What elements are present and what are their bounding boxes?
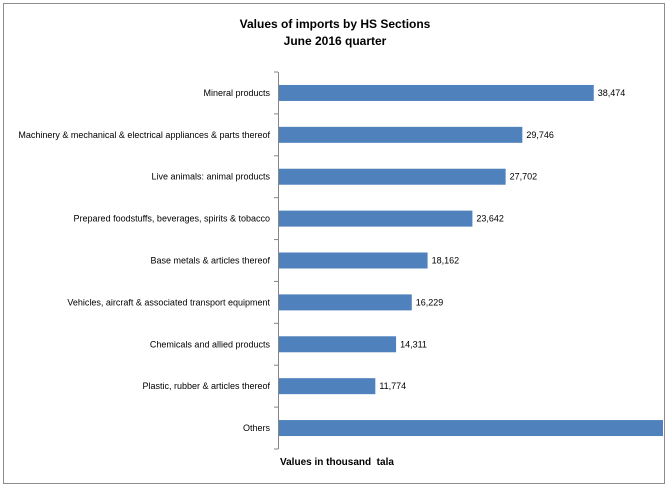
data-label: 38,474 (598, 88, 626, 98)
chart-title-block: Values of imports by HS Sections June 20… (4, 16, 666, 50)
data-label: 14,311 (400, 339, 427, 349)
chart-title: Values of imports by HS Sections (239, 17, 431, 31)
bar (279, 126, 523, 143)
data-label: 18,162 (432, 256, 460, 266)
data-label: 29,746 (526, 130, 554, 140)
chart-frame: Values of imports by HS Sections June 20… (3, 3, 665, 484)
category-label: Base metals & articles thereof (150, 256, 270, 266)
bar (279, 420, 663, 437)
bar (279, 168, 506, 185)
category-label: Others (243, 423, 271, 433)
data-label: 23,642 (476, 214, 504, 224)
bar (279, 336, 397, 353)
category-label: Plastic, rubber & articles thereof (142, 381, 270, 391)
chart-plot: Mineral products 38,474 Machinery & mechan… (18, 71, 663, 450)
category-label: Prepared foodstuffs, beverages, spirits … (74, 214, 270, 224)
category-label: Vehicles, aircraft & associated transpor… (67, 297, 270, 307)
data-label: 27,702 (510, 172, 538, 182)
bar (279, 210, 473, 227)
bar (279, 294, 412, 311)
category-label: Live animals: animal products (151, 172, 270, 182)
x-axis-title: Values in thousand tala (280, 457, 394, 468)
bar (279, 252, 428, 269)
category-label: Mineral products (203, 88, 270, 98)
bar (279, 378, 376, 395)
data-label: 11,774 (379, 381, 406, 391)
chart-subtitle: June 2016 quarter (283, 34, 387, 48)
data-label: 16,229 (416, 297, 444, 307)
category-label: Machinery & mechanical & electrical appl… (18, 130, 270, 140)
bar (279, 84, 594, 101)
category-label: Chemicals and allied products (150, 339, 271, 349)
